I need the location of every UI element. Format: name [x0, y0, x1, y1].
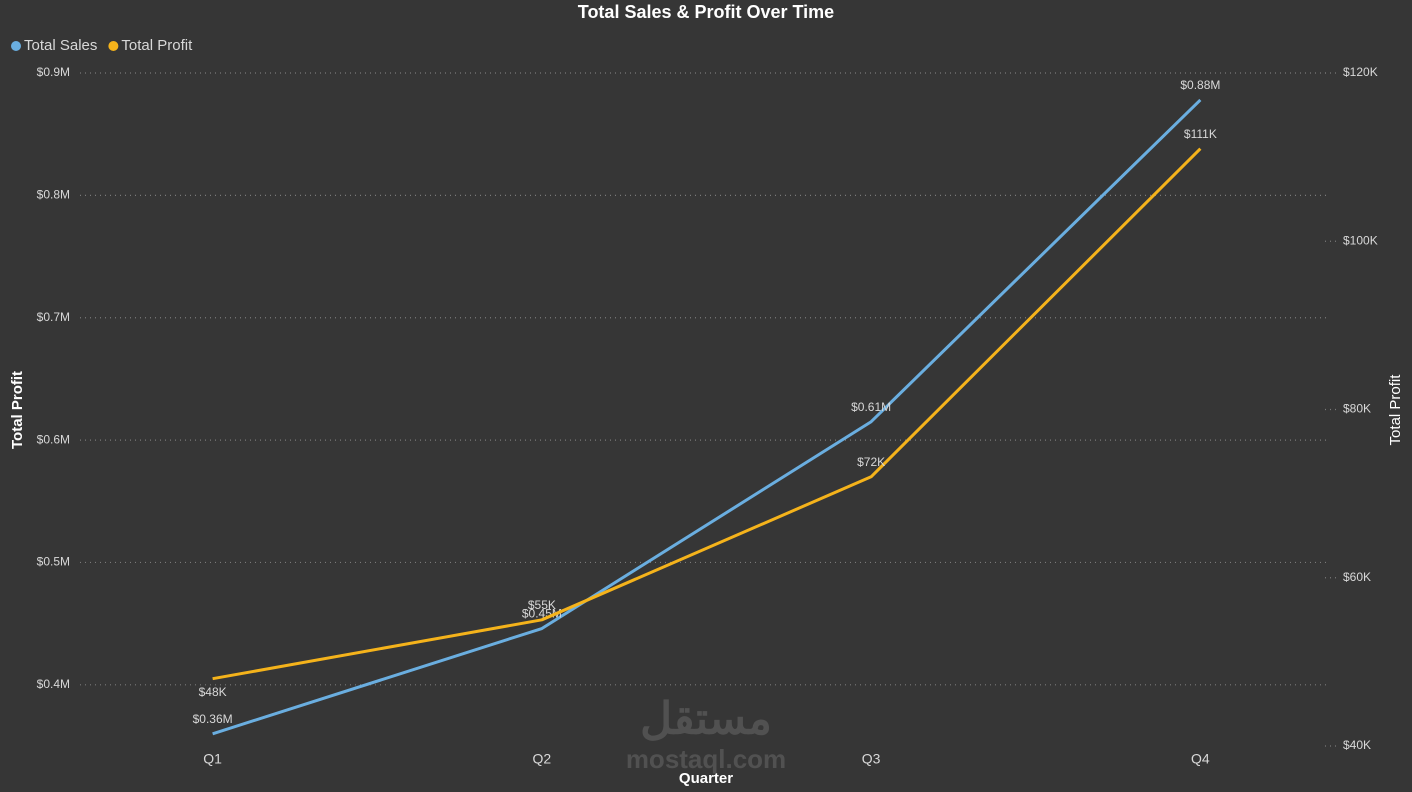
- data-label: $48K: [199, 685, 227, 699]
- x-tick-label: Q1: [203, 751, 222, 767]
- y2-tick-label: $40K: [1343, 738, 1371, 752]
- series-line: [212, 98, 1202, 736]
- y-axis-label: Total Profit: [9, 371, 26, 449]
- y2-axis-label: Total Profit: [1387, 374, 1404, 446]
- y2-tick-label: $60K: [1343, 570, 1371, 584]
- series-line: [212, 147, 1202, 681]
- watermark: مستقل: [640, 695, 772, 744]
- y2-tick-label: $100K: [1343, 233, 1378, 247]
- y2-tick-label: $120K: [1343, 65, 1378, 79]
- legend-label: Total Sales: [24, 37, 97, 54]
- data-label: $0.45M: [522, 607, 562, 621]
- x-tick-label: Q3: [862, 751, 881, 767]
- chart-title: Total Sales & Profit Over Time: [578, 2, 834, 22]
- data-label: $0.61M: [851, 400, 891, 414]
- data-label: $72K: [857, 455, 885, 469]
- y-tick-label: $0.8M: [37, 188, 70, 202]
- legend-label: Total Profit: [121, 37, 193, 54]
- data-label: $0.36M: [193, 712, 233, 726]
- x-tick-label: Q2: [533, 751, 552, 767]
- x-tick-label: Q4: [1191, 751, 1210, 767]
- y-tick-label: $0.7M: [37, 310, 70, 324]
- y-tick-label: $0.4M: [37, 677, 70, 691]
- x-axis-label: Quarter: [679, 770, 733, 787]
- y2-tick-label: $80K: [1343, 402, 1371, 416]
- legend-swatch: [11, 41, 21, 51]
- data-label: $55K: [528, 598, 556, 612]
- y-tick-label: $0.5M: [37, 555, 70, 569]
- data-label: $0.88M: [1180, 78, 1220, 92]
- data-label: $111K: [1184, 127, 1217, 141]
- legend-swatch: [108, 41, 119, 51]
- watermark: mostaql.com: [626, 744, 786, 774]
- y-tick-label: $0.6M: [37, 432, 70, 446]
- y-tick-label: $0.9M: [37, 65, 70, 79]
